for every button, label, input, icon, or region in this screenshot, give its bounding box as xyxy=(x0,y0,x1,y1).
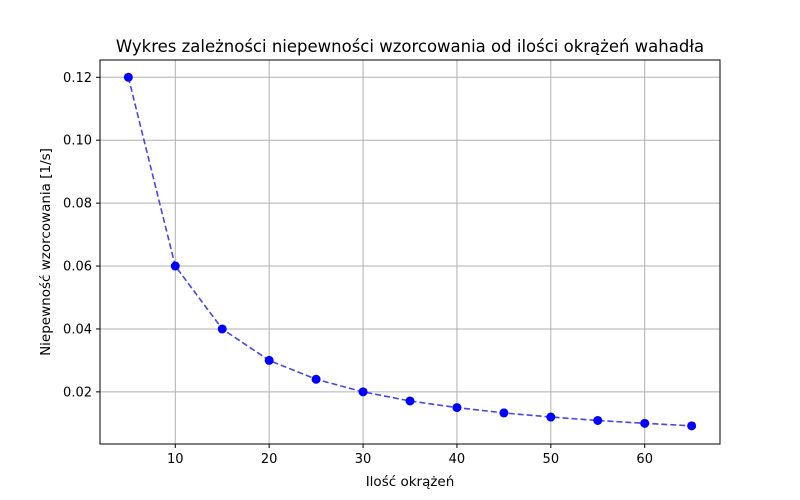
chart-title: Wykres zależności niepewności wzorcowani… xyxy=(116,37,704,56)
data-point xyxy=(170,261,180,271)
x-tick-label: 40 xyxy=(449,452,466,467)
series-layer xyxy=(123,72,697,431)
data-point xyxy=(640,418,650,428)
data-point xyxy=(311,374,321,384)
data-point xyxy=(546,412,556,422)
x-axis-ticks: 10 20 30 40 50 60 xyxy=(167,444,653,467)
grid xyxy=(100,60,720,444)
x-axis-label: Ilość okrążeń xyxy=(366,474,455,490)
x-tick-label: 30 xyxy=(355,452,372,467)
data-point xyxy=(593,415,603,425)
data-point xyxy=(687,421,697,431)
x-tick-label: 50 xyxy=(543,452,560,467)
y-axis-label: Niepewność wzorcowania [1/s] xyxy=(38,148,54,356)
data-point xyxy=(452,403,462,413)
y-tick-label: 0.10 xyxy=(63,134,92,149)
data-point xyxy=(123,72,133,82)
data-point xyxy=(358,387,368,397)
data-point xyxy=(217,324,227,334)
y-tick-label: 0.12 xyxy=(63,71,92,86)
axes-frame xyxy=(99,59,721,445)
data-point xyxy=(499,408,509,418)
x-tick-label: 20 xyxy=(261,452,278,467)
data-point xyxy=(264,355,274,365)
y-tick-label: 0.04 xyxy=(63,322,92,337)
y-tick-label: 0.08 xyxy=(63,197,92,212)
x-tick-label: 60 xyxy=(636,452,653,467)
y-axis-ticks: 0.02 0.04 0.06 0.08 0.10 0.12 xyxy=(63,71,100,400)
y-tick-label: 0.06 xyxy=(63,260,92,275)
y-tick-label: 0.02 xyxy=(63,385,92,400)
data-point xyxy=(405,396,415,406)
x-tick-label: 10 xyxy=(167,452,184,467)
